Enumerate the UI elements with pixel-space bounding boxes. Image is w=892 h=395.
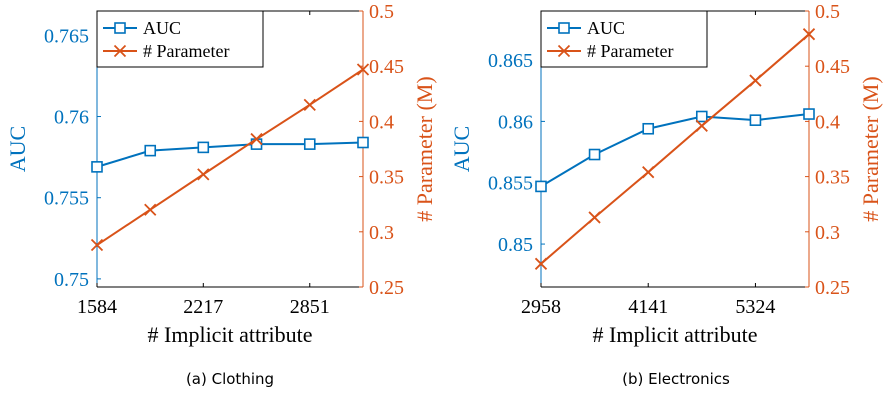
x-tick-label: 2851	[290, 296, 330, 318]
chart-panel-1: 1584 2217 2851 0.75 0.755 0.76 0.765 0.25 0.3 0.3…	[5, 1, 437, 388]
parameter-point	[642, 166, 655, 179]
legend-auc-marker	[558, 22, 570, 34]
auc-point	[588, 148, 601, 161]
legend-parameter-marker	[113, 44, 127, 58]
parameter-point	[356, 63, 370, 76]
panel-caption: (a) Clothing	[186, 370, 274, 388]
legend-auc-label: AUC	[143, 18, 181, 38]
legend-auc-label: AUC	[587, 18, 625, 38]
y2-axis-label: # Parameter (M)	[412, 76, 437, 221]
x-tick-label: 2217	[183, 296, 223, 318]
auc-point	[303, 138, 316, 150]
auc-point	[144, 144, 157, 157]
y-tick-label: 0.86	[498, 111, 533, 133]
x-tick-label: 4141	[628, 296, 668, 318]
legend-parameter-marker	[557, 44, 571, 58]
x-axis-label: # Implicit attribute	[148, 322, 313, 347]
auc-point	[197, 141, 210, 154]
parameter-point	[197, 168, 210, 181]
parameter-point	[144, 203, 157, 216]
legend-box	[96, 10, 264, 68]
parameter-point	[588, 211, 601, 224]
legend: AUC # Parameter	[96, 10, 264, 68]
y-axis-label: AUC	[449, 126, 474, 172]
y2-tick-label: 0.35	[369, 167, 404, 189]
y-tick-label: 0.765	[44, 25, 89, 47]
y2-tick-label: 0.35	[815, 167, 850, 189]
y2-tick-label: 0.45	[815, 56, 850, 78]
y2-tick-label: 0.5	[815, 1, 840, 23]
parameter-point	[802, 28, 816, 41]
y-tick-label: 0.76	[54, 107, 89, 129]
parameter-point	[749, 74, 762, 87]
auc-point	[803, 108, 815, 120]
y2-tick-label: 0.4	[815, 111, 840, 133]
panel-caption: (b) Electronics	[622, 370, 730, 388]
y2-tick-label: 0.25	[369, 277, 404, 299]
auc-point	[91, 161, 103, 173]
y2-tick-label: 0.45	[369, 56, 404, 78]
auc-point	[642, 122, 655, 135]
parameter-line	[540, 33, 810, 265]
y-tick-label: 0.75	[54, 269, 89, 291]
y2-axis-label: # Parameter (M)	[858, 76, 883, 221]
y2-tick-label: 0.5	[369, 1, 394, 23]
y2-tick-label: 0.4	[369, 111, 394, 133]
y2-tick-label: 0.3	[369, 222, 394, 244]
x-tick-label: 1584	[77, 296, 117, 318]
legend: AUC # Parameter	[540, 10, 708, 68]
auc-point	[749, 114, 762, 126]
y-tick-label: 0.85	[498, 234, 533, 256]
y-tick-label: 0.855	[488, 173, 533, 195]
auc-point	[535, 180, 547, 193]
x-tick-label: 5324	[735, 296, 775, 318]
y2-tick-label: 0.3	[815, 222, 840, 244]
chart-panel-2: 2958 4141 5324 0.85 0.855 0.86 0.865 0.25 0.3 0.3…	[449, 1, 883, 388]
y2-tick-label: 0.25	[815, 277, 850, 299]
parameter-point	[90, 238, 104, 252]
parameter-point	[534, 257, 548, 270]
parameter-point	[303, 98, 316, 111]
legend-parameter-label: # Parameter	[143, 41, 229, 61]
parameter-point	[695, 119, 708, 132]
y-axis-label: AUC	[5, 126, 30, 172]
x-tick-label: 2958	[521, 296, 561, 318]
legend-box	[540, 10, 708, 68]
auc-line	[540, 113, 810, 188]
y-tick-label: 0.755	[44, 188, 89, 210]
auc-point	[357, 136, 369, 149]
y-tick-label: 0.865	[488, 50, 533, 72]
auc-point	[695, 110, 708, 123]
x-axis-label: # Implicit attribute	[593, 322, 758, 347]
parameter-line	[96, 68, 364, 246]
legend-parameter-label: # Parameter	[587, 41, 673, 61]
legend-auc-marker	[114, 22, 126, 34]
auc-line	[96, 141, 364, 168]
parameter-point	[250, 132, 263, 146]
